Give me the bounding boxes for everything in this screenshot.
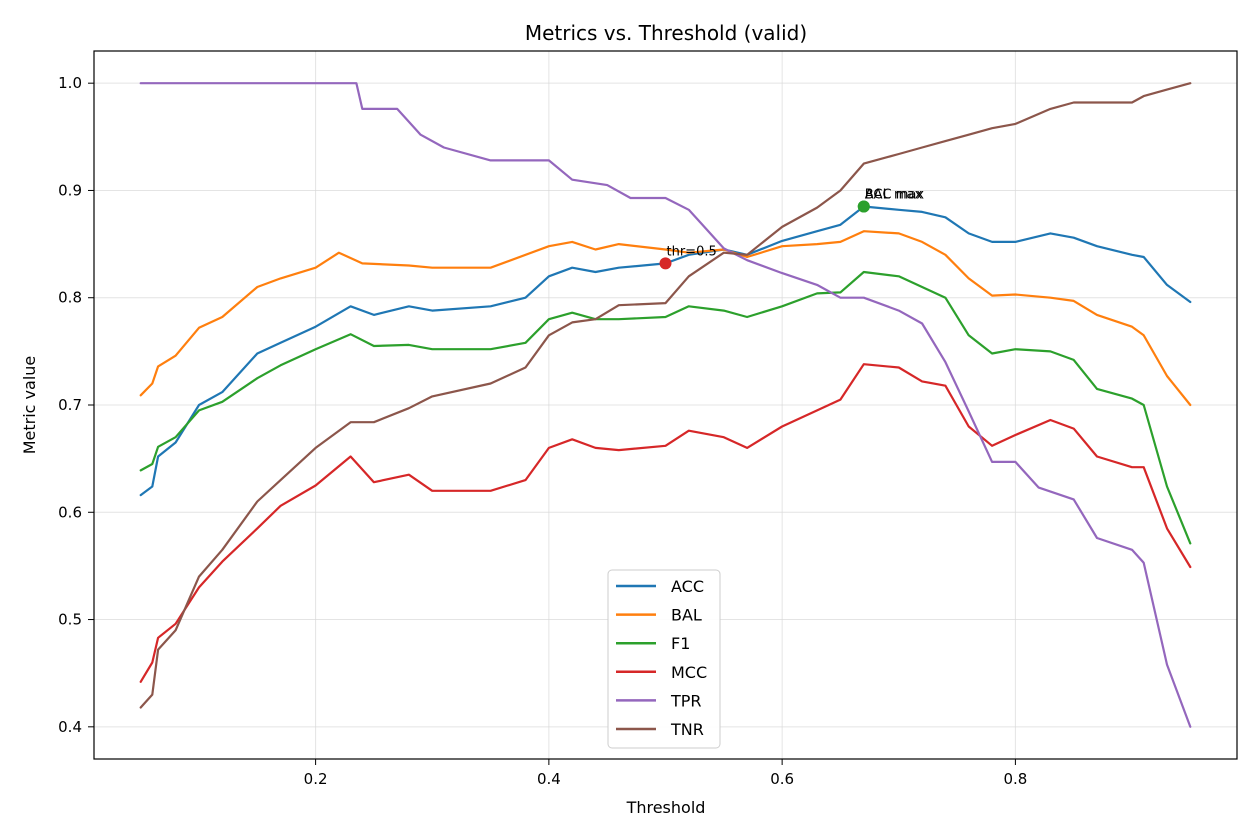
marker-point bbox=[659, 257, 672, 270]
x-tick-label: 0.4 bbox=[537, 770, 561, 788]
y-axis-label: Metric value bbox=[20, 356, 39, 455]
series-line-bal bbox=[139, 230, 1192, 407]
legend: ACC BAL F1 MCC TPR TNR bbox=[607, 569, 721, 749]
x-tick-label: 0.6 bbox=[770, 770, 794, 788]
series-layer bbox=[139, 82, 1192, 728]
legend-label: TNR bbox=[670, 720, 704, 739]
chart-title: Metrics vs. Threshold (valid) bbox=[525, 21, 807, 45]
y-tick-label: 1.0 bbox=[58, 74, 82, 92]
series-line-mcc bbox=[139, 363, 1192, 683]
x-tick-label: 0.8 bbox=[1003, 770, 1027, 788]
legend-label: ACC bbox=[671, 577, 704, 596]
marker-label: ACC max bbox=[865, 188, 925, 203]
y-tick-label: 0.8 bbox=[58, 289, 82, 307]
series-line-acc bbox=[139, 205, 1192, 497]
legend-label: TPR bbox=[670, 691, 702, 710]
y-tick-label: 0.7 bbox=[58, 396, 82, 414]
tick-layer: 0.2 0.4 0.6 0.8 0.4 0.5 0.6 0.7 0.8 0.9 1.0 bbox=[58, 74, 1027, 788]
marker-point bbox=[857, 200, 870, 213]
legend-label: F1 bbox=[671, 634, 690, 653]
y-tick-label: 0.6 bbox=[58, 503, 82, 521]
legend-label: BAL bbox=[671, 606, 702, 625]
y-tick-label: 0.9 bbox=[58, 181, 82, 199]
x-axis-label: Threshold bbox=[626, 798, 706, 817]
series-line-tnr bbox=[139, 82, 1192, 709]
y-tick-label: 0.4 bbox=[58, 718, 82, 736]
marker-label: thr=0.5 bbox=[667, 244, 717, 259]
y-tick-label: 0.5 bbox=[58, 611, 82, 629]
series-line-f1 bbox=[139, 270, 1192, 545]
x-tick-label: 0.2 bbox=[304, 770, 328, 788]
marker-label: BAL max bbox=[865, 188, 923, 203]
legend-label: MCC bbox=[671, 663, 707, 682]
